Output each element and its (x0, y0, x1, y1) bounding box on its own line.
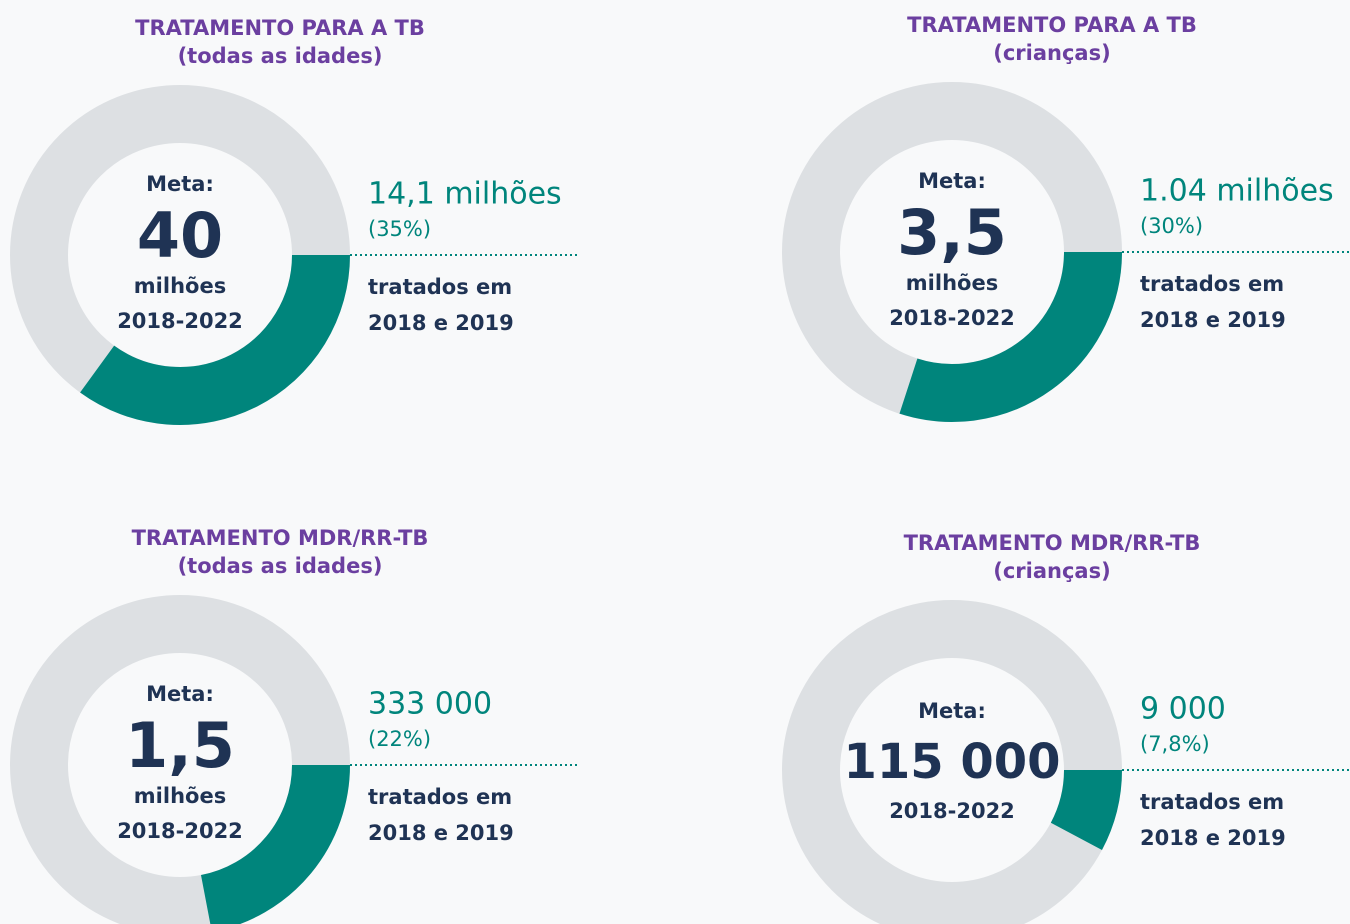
callout-percent: (30%) (1140, 214, 1203, 238)
target-period: 2018-2022 (117, 309, 243, 333)
chart-subtitle: (crianças) (993, 559, 1110, 583)
target-label: Meta: (146, 172, 214, 196)
target-label: Meta: (918, 169, 986, 193)
callout-value: 1.04 milhões (1140, 174, 1334, 209)
chart-title: TRATAMENTO MDR/RR-TB (904, 531, 1201, 555)
callout-note: tratados em (1140, 272, 1284, 296)
target-label: Meta: (918, 699, 986, 723)
callout-value: 9 000 (1140, 692, 1226, 727)
callout-note: tratados em (368, 785, 512, 809)
target-value: 1,5 (125, 709, 235, 782)
callout-percent: (7,8%) (1140, 732, 1210, 756)
target-unit: milhões (906, 271, 998, 295)
chart-subtitle: (crianças) (993, 41, 1110, 65)
callout-note: tratados em (368, 275, 512, 299)
target-period: 2018-2022 (117, 819, 243, 843)
target-period: 2018-2022 (889, 799, 1015, 823)
callout-note: 2018 e 2019 (1140, 826, 1286, 850)
target-value: 115 000 (843, 734, 1060, 790)
target-value: 3,5 (897, 196, 1007, 269)
donut-segment (1050, 769, 1122, 851)
callout-note: 2018 e 2019 (1140, 308, 1286, 332)
callout-percent: (35%) (368, 217, 431, 241)
callout-value: 333 000 (368, 687, 492, 722)
callout-percent: (22%) (368, 727, 431, 751)
chart-subtitle: (todas as idades) (178, 554, 383, 578)
target-value: 40 (137, 199, 223, 272)
callout-note: 2018 e 2019 (368, 821, 514, 845)
donut-segment (200, 764, 350, 924)
chart-title: TRATAMENTO MDR/RR-TB (132, 526, 429, 550)
target-label: Meta: (146, 682, 214, 706)
chart-subtitle: (todas as idades) (178, 44, 383, 68)
callout-note: tratados em (1140, 790, 1284, 814)
donut-segment (899, 251, 1122, 422)
target-period: 2018-2022 (889, 306, 1015, 330)
callout-value: 14,1 milhões (368, 177, 562, 212)
callout-note: 2018 e 2019 (368, 311, 514, 335)
donut-segment (80, 254, 350, 425)
chart-title: TRATAMENTO PARA A TB (135, 16, 425, 40)
target-unit: milhões (134, 274, 226, 298)
chart-title: TRATAMENTO PARA A TB (907, 13, 1197, 37)
target-unit: milhões (134, 784, 226, 808)
